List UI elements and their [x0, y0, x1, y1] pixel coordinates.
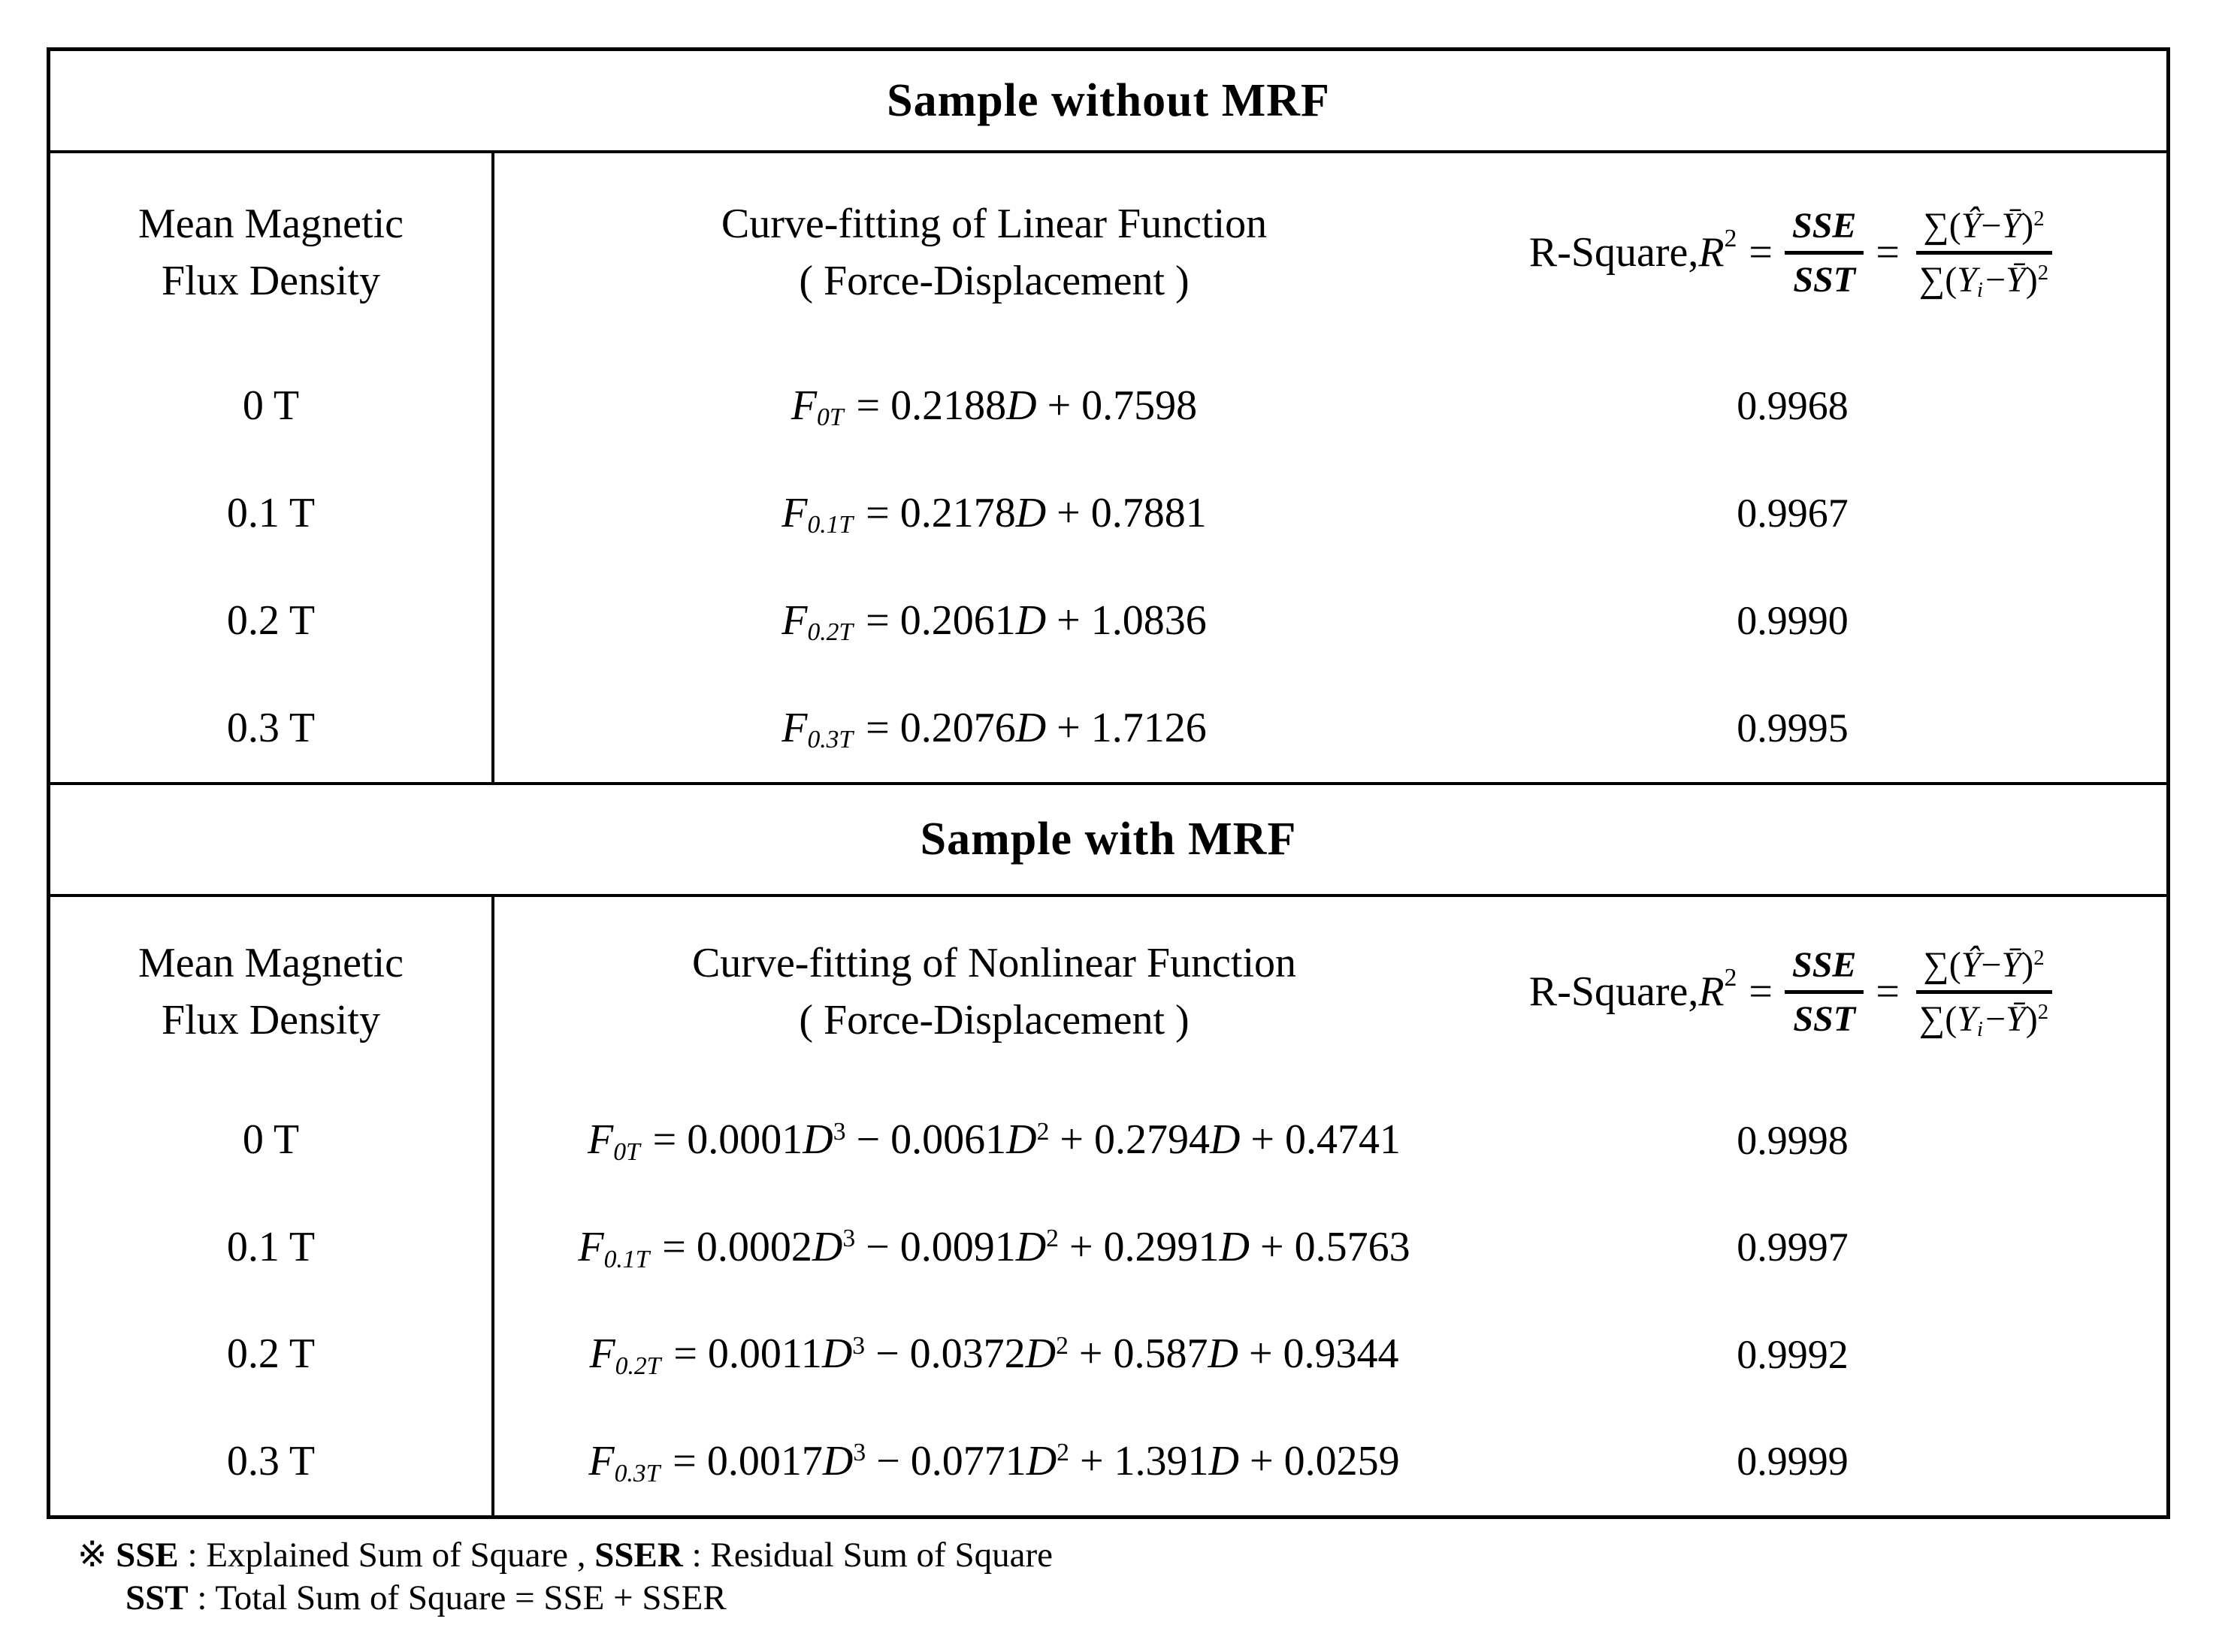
header-line: Mean Magnetic — [138, 200, 404, 247]
section-title-text: Sample with MRF — [920, 814, 1297, 865]
equation-cell: F0T = 0.2188D + 0.7598 — [494, 352, 1494, 460]
flux-cell: 0 T — [50, 1087, 494, 1194]
r-square-header: R-Square, R 2 = SSE SST = ∑(Ŷ−Ȳ)2 ∑(Yi−… — [1494, 153, 2166, 352]
equation-cell: F0.2T = 0.2061D + 1.0836 — [494, 567, 1494, 675]
flux-cell: 0.2 T — [50, 567, 494, 675]
r-square-header: R-Square, R 2 = SSE SST = ∑(Ŷ−Ȳ)2 ∑(Yi−… — [1494, 897, 2166, 1087]
sse-sst-fraction: SSE SST — [1785, 205, 1864, 301]
fraction-denominator: ∑(Yi−Ȳ)2 — [1919, 260, 2049, 303]
sum-fraction: ∑(Ŷ−Ȳ)2 ∑(Yi−Ȳ)2 — [1912, 944, 2056, 1042]
r2-cell: 0.9998 — [1494, 1087, 2166, 1194]
sum-fraction: ∑(Ŷ−Ȳ)2 ∑(Yi−Ȳ)2 — [1912, 205, 2056, 303]
equation-cell: F0.2T = 0.0011D3 − 0.0372D2 + 0.587D + 0… — [494, 1301, 1494, 1409]
equation: F0T = 0.0001D3 − 0.0061D2 + 0.2794D + 0.… — [587, 1116, 1401, 1167]
curve-fitting-header: Curve-fitting of Linear Function ( Force… — [494, 153, 1494, 352]
r2-cell: 0.9997 — [1494, 1194, 2166, 1302]
fraction-numerator: SSE — [1785, 205, 1864, 255]
r-exponent: 2 — [1724, 963, 1737, 992]
fraction-denominator: SST — [1793, 999, 1856, 1039]
flux-cell: 0.1 T — [50, 460, 494, 567]
curve-fitting-header: Curve-fitting of Nonlinear Function ( Fo… — [494, 897, 1494, 1087]
header-line: Curve-fitting of Nonlinear Function — [691, 939, 1297, 986]
footnote-line: ※ SSE : Explained Sum of Square , SSER :… — [77, 1536, 1053, 1575]
r-variable: R — [1698, 228, 1725, 276]
sse-sst-fraction: SSE SST — [1785, 944, 1864, 1040]
header-line: Flux Density — [162, 996, 380, 1043]
flux-value: 0.3 T — [226, 704, 316, 751]
section-title-text: Sample without MRF — [887, 74, 1330, 126]
equation: F0T = 0.2188D + 0.7598 — [791, 382, 1198, 432]
r2-value: 0.9967 — [1737, 491, 1849, 536]
equation-cell: F0.3T = 0.2076D + 1.7126 — [494, 675, 1494, 782]
fraction-denominator: SST — [1793, 260, 1856, 300]
flux-density-header: Mean Magnetic Flux Density — [50, 153, 494, 352]
r2-value: 0.9995 — [1737, 705, 1849, 751]
r-variable: R — [1698, 968, 1725, 1015]
r2-value: 0.9968 — [1737, 383, 1849, 429]
r-square-formula: R-Square, R 2 = SSE SST = ∑(Ŷ−Ȳ)2 ∑(Yi−… — [1528, 205, 2056, 303]
r2-cell: 0.9995 — [1494, 675, 2166, 782]
equation-cell: F0.3T = 0.0017D3 − 0.0771D2 + 1.391D + 0… — [494, 1409, 1494, 1516]
r-square-formula: R-Square, R 2 = SSE SST = ∑(Ŷ−Ȳ)2 ∑(Yi−… — [1528, 944, 2056, 1042]
equation: F0.1T = 0.2178D + 0.7881 — [781, 489, 1207, 539]
equation-cell: F0.1T = 0.2178D + 0.7881 — [494, 460, 1494, 567]
flux-cell: 0.3 T — [50, 1408, 494, 1515]
r2-value: 0.9992 — [1737, 1331, 1849, 1377]
equals-sign: = — [1876, 968, 1900, 1015]
section-without-mrf-body: Mean Magnetic Flux Density Curve-fitting… — [50, 153, 2166, 785]
flux-cell: 0.2 T — [50, 1301, 494, 1409]
r2-cell: 0.9999 — [1494, 1409, 2166, 1516]
flux-value: 0 T — [242, 382, 300, 429]
flux-value: 0.2 T — [226, 1330, 316, 1378]
r2-cell: 0.9992 — [1494, 1301, 2166, 1409]
fraction-denominator: ∑(Yi−Ȳ)2 — [1919, 999, 2049, 1042]
fraction-numerator: ∑(Ŷ−Ȳ)2 — [1915, 944, 2052, 994]
footnote: ※ SSE : Explained Sum of Square , SSER :… — [77, 1534, 1053, 1620]
r2-value: 0.9990 — [1737, 598, 1849, 644]
fraction-numerator: SSE — [1785, 944, 1864, 994]
r2-value: 0.9998 — [1737, 1117, 1849, 1163]
flux-value: 0 T — [242, 1116, 300, 1164]
equation-cell: F0T = 0.0001D3 − 0.0061D2 + 0.2794D + 0.… — [494, 1087, 1494, 1194]
flux-density-header: Mean Magnetic Flux Density — [50, 897, 494, 1087]
footnote-line: SST : Total Sum of Square = SSE + SSER — [125, 1578, 727, 1618]
header-line: Flux Density — [162, 257, 380, 304]
flux-value: 0.1 T — [226, 1223, 316, 1270]
r-exponent: 2 — [1724, 224, 1737, 252]
equation-cell: F0.1T = 0.0002D3 − 0.0091D2 + 0.2991D + … — [494, 1194, 1494, 1302]
equals-sign: = — [1749, 968, 1773, 1015]
header-line: Mean Magnetic — [138, 939, 404, 986]
flux-cell: 0.3 T — [50, 675, 494, 782]
fraction-numerator: ∑(Ŷ−Ȳ)2 — [1915, 205, 2052, 255]
equation: F0.3T = 0.0017D3 − 0.0771D2 + 1.391D + 0… — [588, 1437, 1400, 1487]
section-title-without-mrf: Sample without MRF — [50, 51, 2166, 153]
header-line: ( Force-Displacement ) — [799, 257, 1190, 304]
equation: F0.2T = 0.2061D + 1.0836 — [781, 596, 1207, 647]
equation: F0.1T = 0.0002D3 − 0.0091D2 + 0.2991D + … — [578, 1223, 1410, 1273]
equation: F0.2T = 0.0011D3 − 0.0372D2 + 0.587D + 0… — [589, 1330, 1399, 1381]
section-title-with-mrf: Sample with MRF — [50, 785, 2166, 897]
r-square-label: R-Square, — [1528, 228, 1699, 276]
r2-cell: 0.9968 — [1494, 352, 2166, 460]
r2-cell: 0.9990 — [1494, 567, 2166, 675]
flux-value: 0.2 T — [226, 596, 316, 644]
flux-cell: 0 T — [50, 352, 494, 460]
flux-value: 0.1 T — [226, 489, 316, 536]
equation: F0.3T = 0.2076D + 1.7126 — [781, 704, 1207, 754]
section-with-mrf-body: Mean Magnetic Flux Density Curve-fitting… — [50, 897, 2166, 1515]
r2-cell: 0.9967 — [1494, 460, 2166, 567]
r2-value: 0.9997 — [1737, 1225, 1849, 1270]
r-square-label: R-Square, — [1528, 968, 1699, 1015]
equals-sign: = — [1876, 228, 1900, 276]
flux-value: 0.3 T — [226, 1437, 316, 1484]
equals-sign: = — [1749, 228, 1773, 276]
flux-cell: 0.1 T — [50, 1194, 494, 1301]
mrf-table: Sample without MRF Mean Magnetic Flux De… — [47, 47, 2170, 1519]
r2-value: 0.9999 — [1737, 1439, 1849, 1484]
header-line: ( Force-Displacement ) — [799, 996, 1190, 1043]
header-line: Curve-fitting of Linear Function — [721, 200, 1268, 247]
